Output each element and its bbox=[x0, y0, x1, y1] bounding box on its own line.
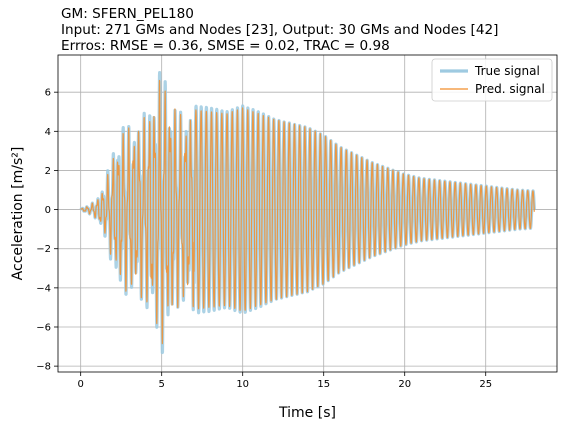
y-tick-label: −6 bbox=[36, 322, 51, 333]
chart-title-line-1: GM: SFERN_PEL180 bbox=[61, 6, 194, 22]
x-tick-label: 0 bbox=[77, 379, 83, 390]
tick-layer: 0 5 10 15 20 25 −8 −6 −4 −2 0 2 4 6 bbox=[36, 88, 492, 390]
y-tick-label: 2 bbox=[45, 166, 51, 177]
x-tick-label: 25 bbox=[479, 379, 492, 390]
y-tick-label: 6 bbox=[45, 88, 51, 99]
y-tick-label: −4 bbox=[36, 283, 51, 294]
y-axis-label: Acceleration [m/s²] bbox=[10, 147, 26, 281]
y-tick-label: 4 bbox=[45, 127, 51, 138]
legend: True signal Pred. signal bbox=[431, 58, 553, 102]
x-tick-label: 5 bbox=[159, 379, 165, 390]
y-tick-label: 0 bbox=[45, 205, 51, 216]
x-tick-label: 15 bbox=[317, 379, 330, 390]
series-layer bbox=[79, 70, 536, 355]
plot-frame bbox=[57, 54, 558, 373]
x-tick-label: 20 bbox=[398, 379, 411, 390]
chart-title-line-3: Errros: RMSE = 0.36, SMSE = 0.02, TRAC =… bbox=[61, 38, 390, 54]
y-tick-label: −2 bbox=[36, 244, 51, 255]
y-tick-label: −8 bbox=[36, 362, 51, 373]
legend-label: Pred. signal bbox=[475, 82, 545, 96]
series-line-true-signal bbox=[79, 70, 536, 355]
chart-title-line-2: Input: 271 GMs and Nodes [23], Output: 3… bbox=[61, 22, 499, 38]
series-line-pred-signal bbox=[80, 79, 535, 345]
legend-label: True signal bbox=[474, 64, 540, 78]
x-axis-label: Time [s] bbox=[278, 405, 336, 421]
x-tick-label: 10 bbox=[236, 379, 249, 390]
